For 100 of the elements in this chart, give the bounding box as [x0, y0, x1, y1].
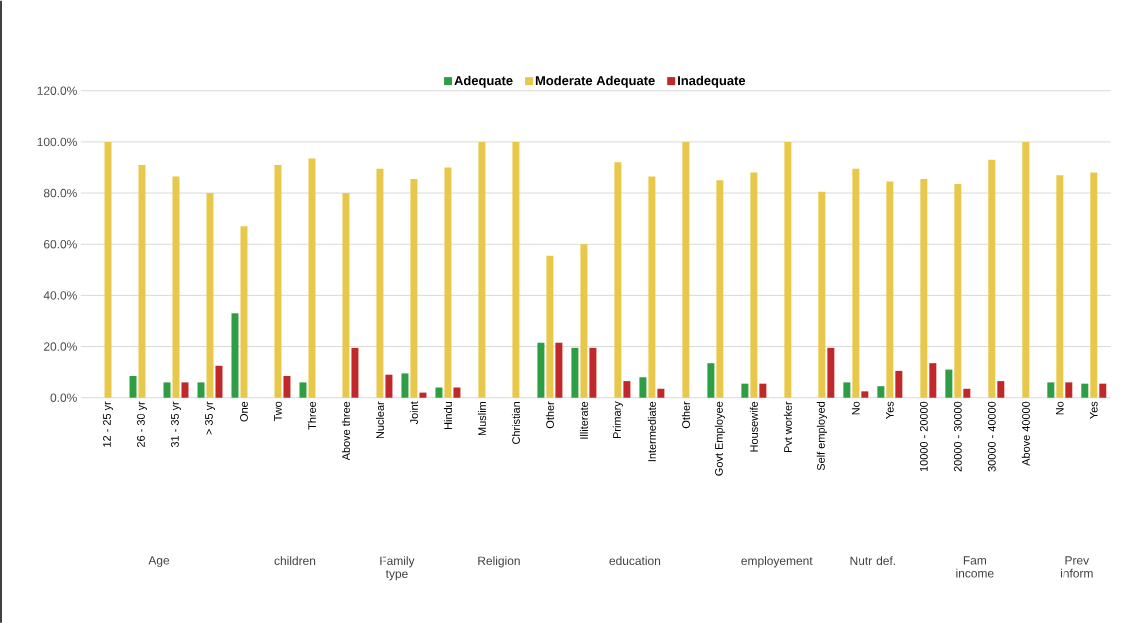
bar: [478, 141, 486, 398]
bar: [163, 382, 171, 398]
bar: [648, 176, 656, 398]
bar: [274, 164, 282, 398]
x-tick-label: Above three: [341, 401, 350, 461]
bar: [1022, 141, 1030, 398]
bar: [852, 168, 860, 398]
bar: [1081, 383, 1089, 398]
bar: [283, 375, 291, 398]
text: Prev inform: [1061, 556, 1093, 578]
x-tick-label: > 35 yr: [205, 401, 215, 435]
bar: [104, 141, 112, 398]
x-tick-label: Intermediate: [647, 401, 656, 461]
text: Family type: [380, 556, 415, 581]
text: employement: [741, 556, 813, 568]
x-tick-label: 30000 - 40000: [987, 401, 996, 472]
bar: [537, 342, 545, 398]
x-tick-label: Hindu: [443, 401, 452, 429]
x-tick-label: Illiterate: [579, 401, 588, 439]
bar: [716, 180, 724, 398]
bar: [1047, 382, 1055, 398]
bar: [546, 255, 554, 398]
legend-label: Moderate Adequate: [535, 75, 655, 88]
bar: [299, 382, 307, 398]
y-tick-label: 40.0%: [43, 290, 77, 300]
bar: [929, 362, 937, 398]
bar: [963, 388, 971, 398]
bar: [741, 383, 749, 398]
bar: [1065, 382, 1073, 398]
x-tick-label: Yes: [1089, 401, 1098, 419]
text: Religion: [478, 556, 520, 568]
text: education: [609, 556, 661, 565]
x-tick-label: 26 - 30 yr: [137, 401, 147, 447]
bar: [954, 183, 962, 398]
y-tick-label: 20.0%: [43, 342, 77, 351]
bar: [750, 172, 758, 398]
bar: [827, 347, 835, 398]
y-tick-label: 0.0%: [50, 393, 77, 402]
bar: [614, 162, 622, 398]
bar: [512, 141, 520, 398]
bar: [1090, 172, 1098, 398]
bar: [920, 178, 928, 398]
bar: [580, 244, 588, 398]
bar: [759, 383, 767, 398]
bar: [181, 382, 189, 398]
bar: [453, 387, 461, 398]
bar: [401, 373, 409, 398]
bar: [682, 141, 690, 398]
bar: [435, 387, 443, 398]
x-tick-label: Housewife: [749, 401, 758, 452]
bar: [342, 192, 350, 398]
bar: [707, 362, 715, 398]
bar: [385, 374, 393, 398]
x-tick-label: Govt Employee: [714, 401, 725, 476]
y-tick-label: 60.0%: [44, 239, 77, 249]
bar: [988, 159, 996, 398]
x-tick-label: 12 - 25 yr: [103, 401, 113, 447]
x-tick-label: Primary: [612, 401, 623, 438]
bar: [231, 313, 239, 398]
x-tick-label: Other: [681, 401, 690, 428]
x-tick-label: No: [1056, 401, 1064, 415]
bar: [197, 382, 205, 398]
bar: [861, 391, 869, 398]
bar: [818, 191, 826, 398]
bar: [215, 365, 223, 398]
bar: [1056, 174, 1064, 398]
text: Nutr def.: [850, 556, 896, 565]
bar: [240, 226, 248, 398]
x-tick-label: 10000 - 20000: [919, 401, 928, 471]
x-tick-label: No: [852, 401, 860, 415]
bar: [410, 178, 418, 398]
bar: [843, 382, 851, 398]
x-tick-label: Nuclear: [375, 401, 384, 438]
x-tick-label: Christian: [511, 401, 520, 444]
bar: [138, 164, 146, 398]
x-tick-label: Two: [274, 401, 282, 421]
bar: [589, 347, 597, 398]
bar: [419, 392, 427, 398]
bar: [623, 380, 631, 398]
bar: [886, 181, 894, 398]
bar: [895, 370, 903, 398]
legend-label: Inadequate: [678, 75, 746, 88]
x-tick-label: 20000 - 30000: [953, 401, 962, 472]
x-tick-label: One: [240, 401, 248, 422]
y-tick-label: 80.0%: [43, 188, 77, 198]
x-tick-label: 31 - 35 yr: [171, 401, 181, 447]
bar: [877, 385, 885, 398]
text: Age: [148, 556, 170, 567]
x-tick-label: Joint: [409, 401, 418, 424]
bar: [945, 369, 953, 398]
bar: [376, 168, 384, 398]
bar: [571, 347, 579, 398]
bar: [351, 347, 359, 398]
x-tick-label: Other: [545, 401, 554, 428]
x-tick-label: Pvt worker: [783, 401, 792, 452]
text: Fam income: [956, 556, 994, 578]
bar: [129, 375, 137, 398]
bar: [657, 388, 665, 398]
bar: [555, 342, 563, 398]
x-tick-label: Muslim: [477, 401, 486, 435]
